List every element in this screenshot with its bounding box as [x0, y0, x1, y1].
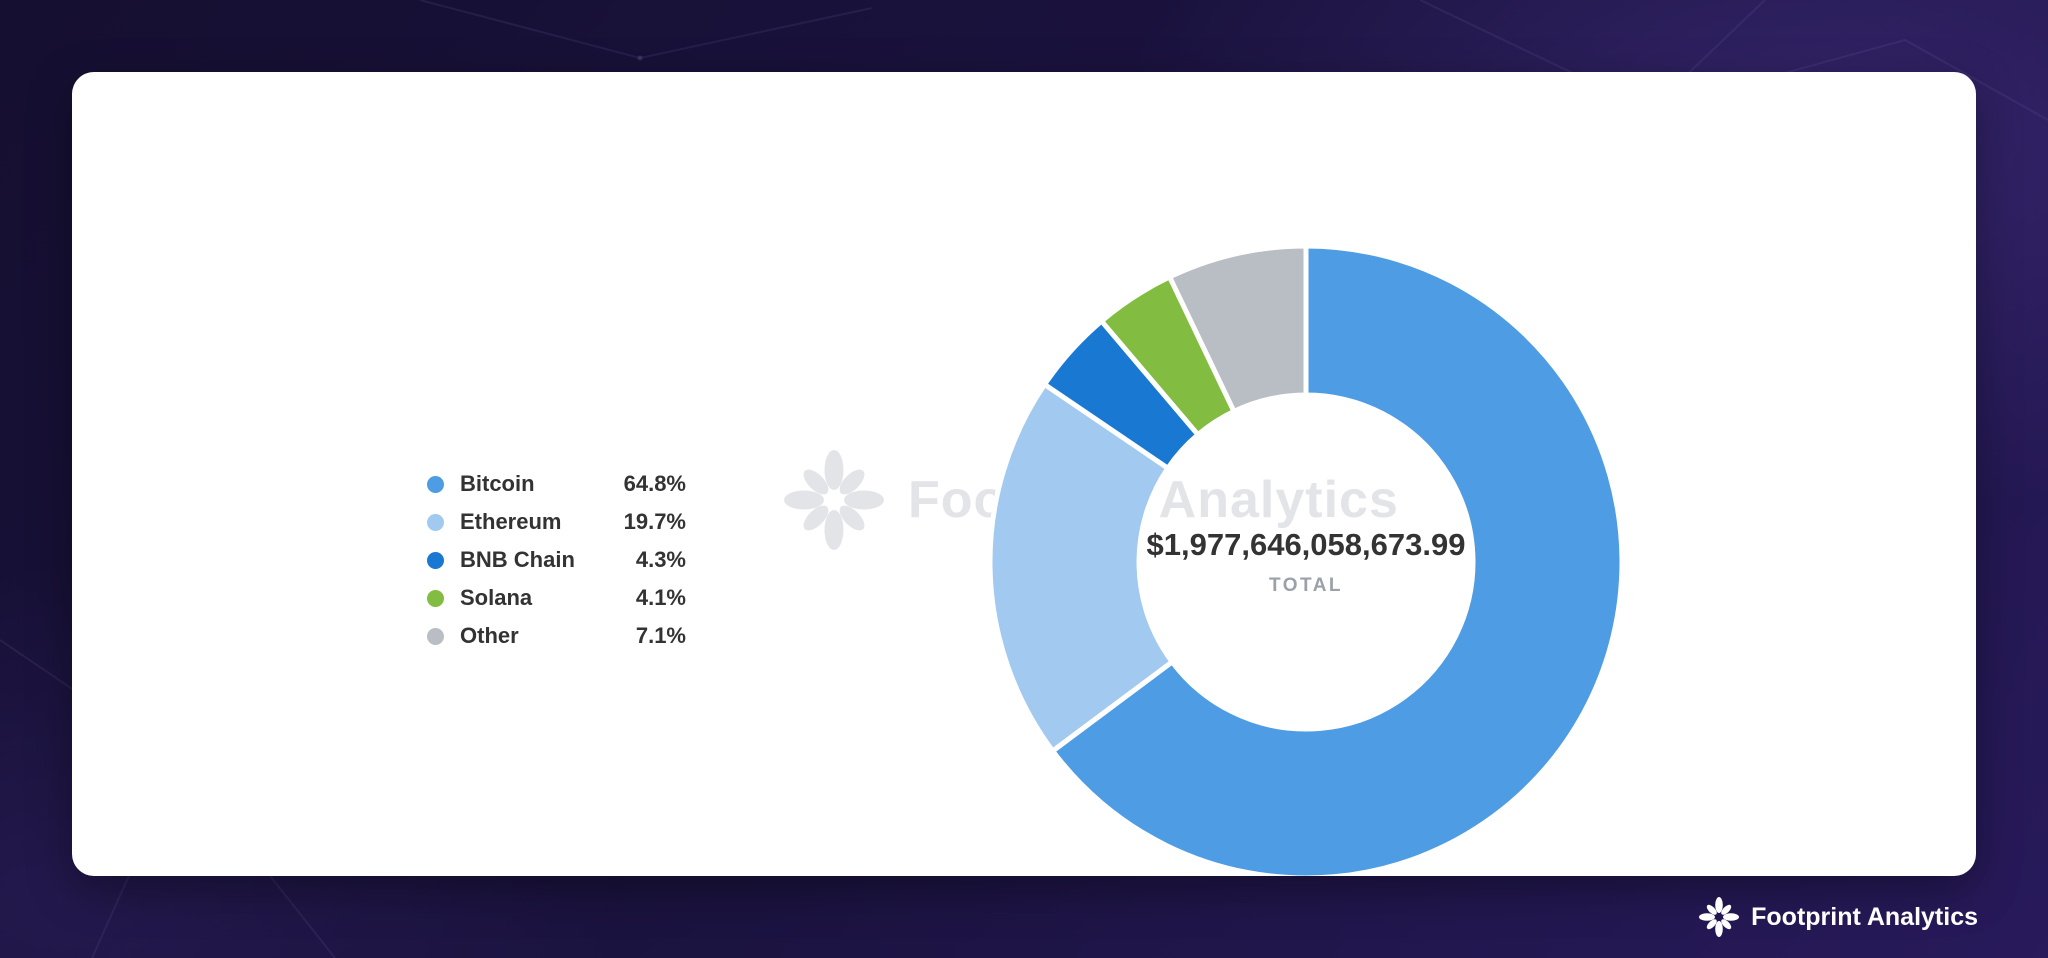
legend-color-dot	[427, 513, 444, 531]
legend-color-dot	[427, 589, 444, 607]
legend-item-bnb-chain[interactable]: BNB Chain 4.3%	[427, 541, 686, 579]
legend-item-solana[interactable]: Solana 4.1%	[427, 579, 686, 617]
legend-color-dot	[427, 551, 444, 569]
legend-label: Bitcoin	[460, 471, 535, 496]
legend-percent: 19.7%	[623, 509, 686, 534]
footprint-logo-text: Footprint Analytics	[1751, 902, 1978, 931]
legend-label: BNB Chain	[460, 547, 575, 572]
legend-label: Other	[460, 623, 519, 648]
footprint-watermark-icon	[784, 450, 884, 550]
legend-percent: 64.8%	[623, 471, 686, 496]
legend-color-dot	[427, 627, 444, 645]
legend-color-dot	[427, 475, 444, 493]
donut-segment-ethereum[interactable]	[987, 381, 1175, 754]
footprint-logo-icon	[1699, 897, 1740, 937]
legend-item-ethereum[interactable]: Ethereum 19.7%	[427, 503, 686, 541]
donut-chart[interactable]	[956, 212, 1656, 876]
legend-item-bitcoin[interactable]: Bitcoin 64.8%	[427, 465, 686, 503]
legend-label: Ethereum	[460, 509, 562, 534]
legend-percent: 4.3%	[635, 547, 686, 572]
legend-item-other[interactable]: Other 7.1%	[427, 617, 686, 655]
donut-segment-bitcoin[interactable]	[1050, 243, 1625, 876]
legend-label: Solana	[460, 585, 533, 610]
donut-segment-other[interactable]	[1167, 243, 1309, 414]
footprint-logo: Footprint Analytics	[1699, 897, 1978, 937]
legend-percent: 4.1%	[635, 585, 686, 610]
chart-card: Footprint Analytics Bitcoin 64.8% Ethere…	[72, 72, 1976, 876]
legend-percent: 7.1%	[635, 623, 686, 648]
chart-legend: Bitcoin 64.8% Ethereum 19.7% BNB Chain 4…	[427, 465, 686, 655]
